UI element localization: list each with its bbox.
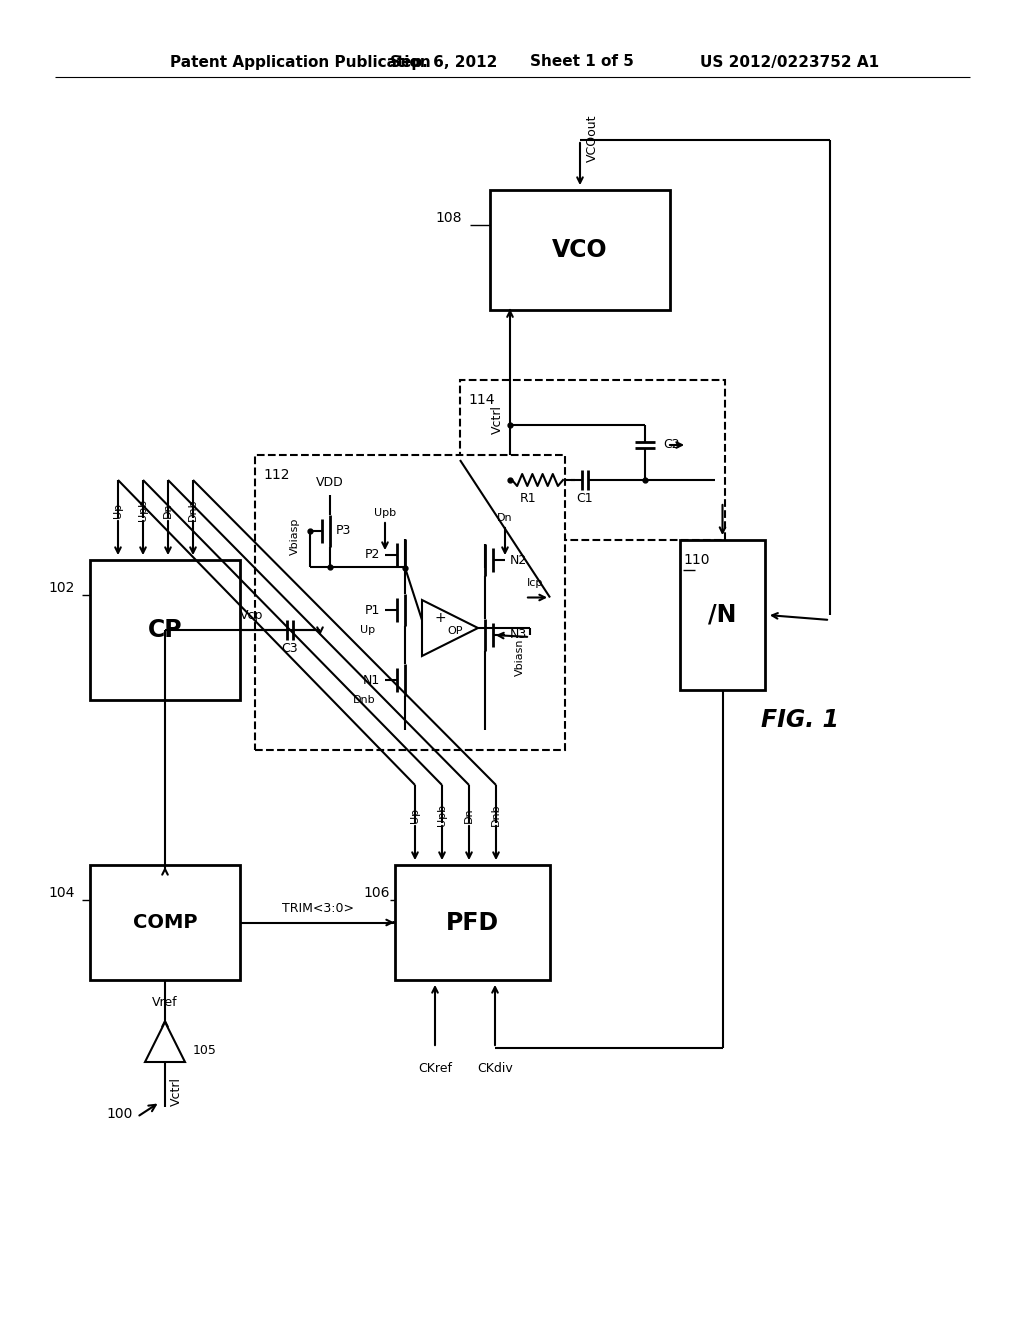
Text: Vbiasn: Vbiasn [515, 639, 525, 676]
Text: 106: 106 [364, 886, 390, 900]
Text: US 2012/0223752 A1: US 2012/0223752 A1 [700, 54, 880, 70]
Text: CKref: CKref [418, 1061, 452, 1074]
Text: PFD: PFD [445, 911, 499, 935]
Bar [680, 540, 765, 690]
Text: COMP: COMP [133, 913, 198, 932]
Text: Vbiasp: Vbiasp [290, 517, 300, 554]
Text: FIG. 1: FIG. 1 [761, 708, 839, 733]
Text: Vctrl: Vctrl [170, 1077, 183, 1106]
Text: Upb: Upb [437, 804, 447, 826]
Text: 105: 105 [193, 1044, 217, 1056]
Text: N1: N1 [362, 673, 380, 686]
Text: 100: 100 [106, 1107, 133, 1121]
Text: Dn: Dn [163, 502, 173, 517]
Text: P3: P3 [336, 524, 351, 537]
Text: Vcp: Vcp [241, 610, 264, 623]
Polygon shape [145, 1022, 185, 1063]
Text: R1: R1 [520, 491, 537, 504]
Text: Upb: Upb [138, 499, 148, 521]
Text: Up: Up [410, 808, 420, 822]
Text: 108: 108 [435, 211, 462, 224]
Text: Up: Up [359, 624, 375, 635]
Text: Dn: Dn [464, 808, 474, 822]
Bar [90, 560, 240, 700]
Text: Dnb: Dnb [490, 804, 501, 826]
Text: 112: 112 [263, 469, 290, 482]
Polygon shape [422, 601, 478, 656]
Text: 110: 110 [683, 553, 710, 568]
Text: OP: OP [447, 626, 463, 636]
Text: Vctrl: Vctrl [490, 405, 504, 434]
Text: CP: CP [147, 618, 182, 642]
Text: /N: /N [709, 603, 736, 627]
Text: Vref: Vref [153, 995, 178, 1008]
Text: Dn: Dn [498, 513, 513, 523]
Bar [460, 380, 725, 540]
Text: VCOout: VCOout [586, 115, 599, 162]
Text: C3: C3 [282, 642, 298, 655]
Bar [90, 865, 240, 979]
Text: VDD: VDD [316, 477, 344, 490]
Text: Icp: Icp [526, 578, 543, 589]
Text: CKdiv: CKdiv [477, 1061, 513, 1074]
Bar [255, 455, 565, 750]
Text: 104: 104 [48, 886, 75, 900]
Text: Sheet 1 of 5: Sheet 1 of 5 [530, 54, 634, 70]
Text: N2: N2 [510, 553, 527, 566]
Text: P2: P2 [365, 549, 380, 561]
Text: Sep. 6, 2012: Sep. 6, 2012 [390, 54, 498, 70]
Text: Dnb: Dnb [188, 499, 198, 521]
Text: C1: C1 [577, 491, 593, 504]
Text: 114: 114 [468, 393, 495, 407]
Text: Upb: Upb [374, 508, 396, 517]
Text: P1: P1 [365, 603, 380, 616]
Text: TRIM<3:0>: TRIM<3:0> [282, 902, 353, 915]
Text: Patent Application Publication: Patent Application Publication [170, 54, 431, 70]
Text: Dnb: Dnb [352, 696, 375, 705]
Text: VCO: VCO [552, 238, 608, 261]
Bar [395, 865, 550, 979]
Bar [490, 190, 670, 310]
Text: +: + [434, 611, 445, 624]
Text: C2: C2 [663, 438, 680, 451]
Text: Up: Up [113, 503, 123, 517]
Text: 102: 102 [48, 581, 75, 595]
Text: N3: N3 [510, 628, 527, 642]
